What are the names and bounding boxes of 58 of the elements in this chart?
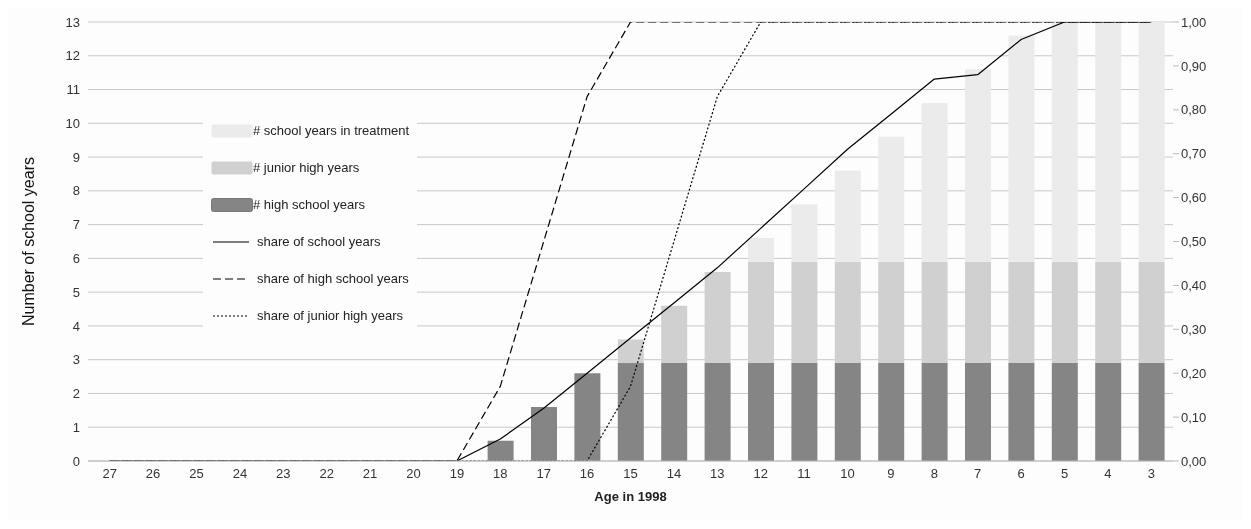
y-tick-label: 0: [72, 453, 80, 469]
x-tick-label: 11: [797, 466, 811, 482]
x-tick-label: 18: [493, 466, 508, 482]
y2-tick-label: 0,20: [1181, 365, 1207, 381]
y-tick-label: 8: [72, 183, 80, 199]
x-tick-label: 19: [449, 466, 465, 482]
y2-tick-label: 0,60: [1181, 190, 1207, 206]
y2-tick-label: 0,40: [1181, 278, 1207, 294]
y-tick-label: 5: [72, 284, 80, 300]
legend-label: # school years in treatment: [253, 123, 410, 138]
legend-label: # high school years: [253, 197, 366, 212]
y2-tick-label: 0,80: [1181, 102, 1207, 118]
x-tick-label: 3: [1147, 466, 1155, 482]
y-tick-label: 10: [65, 115, 80, 131]
x-tick-label: 16: [579, 466, 595, 482]
y-tick-label: 7: [72, 217, 80, 233]
y2-tick-label: 0,00: [1181, 453, 1207, 469]
x-tick-label: 9: [887, 466, 895, 482]
y2-tick-label: 1,00: [1181, 14, 1207, 30]
y-tick-label: 9: [72, 149, 80, 165]
x-tick-label: 20: [406, 466, 421, 482]
y2-tick-label: 0,50: [1181, 234, 1207, 250]
x-tick-label: 13: [710, 466, 725, 482]
y-tick-label: 12: [65, 48, 80, 64]
x-tick-label: 10: [840, 466, 855, 482]
x-tick-label: 23: [276, 466, 291, 482]
x-tick-label: 26: [145, 466, 161, 482]
y-tick-label: 11: [66, 82, 80, 98]
x-tick-label: 14: [666, 466, 682, 482]
x-tick-label: 5: [1060, 466, 1069, 482]
y-tick-label: 1: [72, 419, 80, 435]
legend-label: # junior high years: [253, 160, 360, 175]
x-tick-label: 21: [362, 466, 378, 482]
legend-label: share of high school years: [257, 271, 409, 286]
y-axis-title: Number of school years: [19, 157, 37, 326]
x-tick-label: 27: [102, 466, 117, 482]
y-tick-label: 4: [72, 318, 80, 334]
y2-tick-label: 0,30: [1181, 321, 1207, 337]
y2-tick-label: 0,70: [1181, 146, 1207, 162]
x-tick-label: 17: [536, 466, 551, 482]
x-tick-label: 12: [753, 466, 768, 482]
x-tick-label: 4: [1104, 466, 1112, 482]
x-tick-label: 7: [974, 466, 982, 482]
x-tick-label: 15: [623, 466, 638, 482]
y2-tick-label: 0,90: [1181, 58, 1207, 74]
x-tick-label: 22: [319, 466, 334, 482]
x-tick-label: 24: [232, 466, 248, 482]
y2-tick-label: 0,10: [1181, 409, 1207, 425]
x-tick-label: 6: [1017, 466, 1025, 482]
legend-label: share of school years: [257, 234, 381, 249]
x-tick-label: 8: [930, 466, 938, 482]
y-tick-label: 13: [65, 14, 80, 30]
y-tick-label: 6: [72, 251, 80, 266]
x-tick-label: 25: [189, 466, 204, 482]
y-tick-label: 3: [72, 352, 80, 368]
y-tick-label: 2: [72, 386, 80, 402]
x-axis-title: Age in 1998: [594, 489, 667, 504]
legend-label: share of junior high years: [257, 308, 403, 323]
